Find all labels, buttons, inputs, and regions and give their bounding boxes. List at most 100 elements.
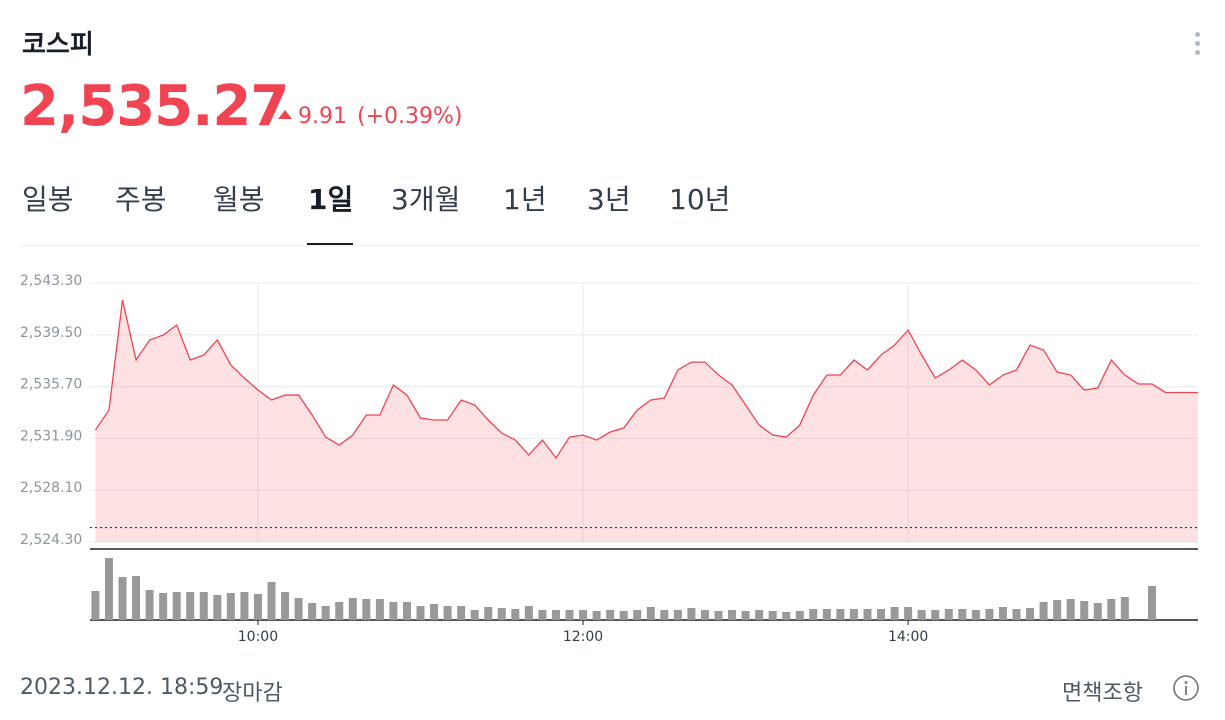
volume-bar	[863, 609, 872, 620]
period-tab[interactable]: 3년	[587, 183, 631, 216]
volume-bar	[822, 609, 831, 620]
volume-bar	[1012, 609, 1021, 620]
volume-bar	[389, 602, 398, 620]
volume-bar	[1026, 608, 1035, 620]
volume-bar	[714, 611, 723, 620]
period-tab[interactable]: 주봉	[115, 183, 167, 216]
separator	[20, 245, 1200, 246]
price-line	[94, 299, 1198, 460]
volume-bar	[104, 558, 113, 620]
disclaimer-link[interactable]: 면책조항	[1062, 681, 1143, 706]
volume-bar	[619, 611, 628, 620]
volume-bar	[592, 611, 601, 620]
active-tab-underline	[307, 243, 353, 245]
volume-bar	[971, 610, 980, 620]
volume-bar	[646, 607, 655, 620]
volume-bar	[253, 594, 262, 620]
volume-bar	[226, 593, 235, 620]
volume-bar	[633, 610, 642, 620]
volume-bar	[1066, 599, 1075, 620]
price-change: 9.91	[298, 104, 347, 129]
y-tick-label: 2,535.70	[20, 377, 82, 393]
period-tab[interactable]: 3개월	[391, 183, 461, 216]
volume-bar	[985, 609, 994, 620]
more-menu[interactable]	[1192, 32, 1202, 58]
volume-bar	[755, 610, 764, 620]
volume-bar	[118, 577, 127, 620]
volume-bar	[1093, 603, 1102, 620]
volume-bar	[782, 612, 791, 620]
x-tick-label: 12:00	[563, 629, 603, 645]
volume-bar	[430, 604, 439, 620]
timestamp: 2023.12.12. 18:59	[20, 675, 224, 700]
volume-bar	[917, 610, 926, 620]
volume-bar	[904, 607, 913, 620]
volume-bar	[565, 610, 574, 620]
volume-bar	[511, 609, 520, 620]
volume-bar	[497, 608, 506, 620]
volume-bar	[944, 609, 953, 620]
y-tick-label: 2,539.50	[20, 325, 82, 341]
volume-bar	[673, 610, 682, 620]
period-tab[interactable]: 1년	[503, 183, 547, 216]
volume-bar	[159, 593, 168, 620]
volume-bar	[1107, 599, 1116, 620]
period-tab[interactable]: 월봉	[213, 183, 265, 216]
info-icon[interactable]	[1172, 674, 1200, 702]
volume-bar	[741, 611, 750, 620]
volume-bar	[132, 576, 141, 620]
volume-bar	[538, 610, 547, 620]
volume-bar	[931, 610, 940, 620]
volume-bar	[335, 602, 344, 620]
y-tick-label: 2,528.10	[20, 480, 82, 496]
volume-bar	[213, 595, 222, 620]
volume-bar	[1053, 600, 1062, 620]
volume-bar	[294, 598, 303, 620]
volume-bar	[579, 610, 588, 620]
y-tick-label: 2,543.30	[20, 273, 82, 289]
volume-bar	[457, 606, 466, 620]
volume-bar	[1080, 601, 1089, 620]
volume-bar	[91, 591, 100, 620]
volume-bar	[836, 609, 845, 620]
period-tab[interactable]: 1일	[308, 183, 354, 216]
volume-bar	[1120, 597, 1129, 620]
volume-bar	[606, 610, 615, 620]
price-area	[95, 300, 1198, 542]
volume-bar	[958, 609, 967, 620]
volume-bar	[145, 590, 154, 620]
volume-bar	[362, 599, 371, 620]
volume-bar	[348, 598, 357, 620]
current-price: 2,535.27	[20, 74, 289, 139]
price-change-pct: (+0.39%)	[357, 104, 463, 129]
volume-bar	[416, 606, 425, 620]
volume-bar	[402, 602, 411, 620]
volume-bar	[484, 607, 493, 620]
volume-bar	[443, 606, 452, 620]
volume-bar	[700, 610, 709, 620]
y-tick-label: 2,531.90	[20, 428, 82, 444]
volume-bar	[308, 603, 317, 620]
volume-bar	[1039, 602, 1048, 620]
volume-bar	[660, 610, 669, 620]
volume-bar	[551, 610, 560, 620]
volume-bar	[267, 582, 276, 620]
volume-bar	[186, 592, 195, 620]
x-tick-label: 14:00	[888, 629, 928, 645]
volume-bar	[877, 609, 886, 620]
period-tab[interactable]: 일봉	[22, 183, 74, 216]
volume-bar	[524, 606, 533, 620]
volume-bar	[768, 611, 777, 620]
volume-bar	[1147, 586, 1156, 620]
period-tab[interactable]: 10년	[669, 183, 731, 216]
volume-bar	[281, 592, 290, 620]
volume-bar	[728, 610, 737, 620]
up-arrow	[278, 110, 292, 119]
y-tick-label: 2,524.30	[20, 532, 82, 548]
volume-bar	[321, 606, 330, 620]
volume-bar	[795, 611, 804, 620]
volume-bar	[240, 592, 249, 620]
volume-bar	[809, 609, 818, 620]
volume-bar	[172, 592, 181, 620]
volume-bar	[998, 607, 1007, 620]
